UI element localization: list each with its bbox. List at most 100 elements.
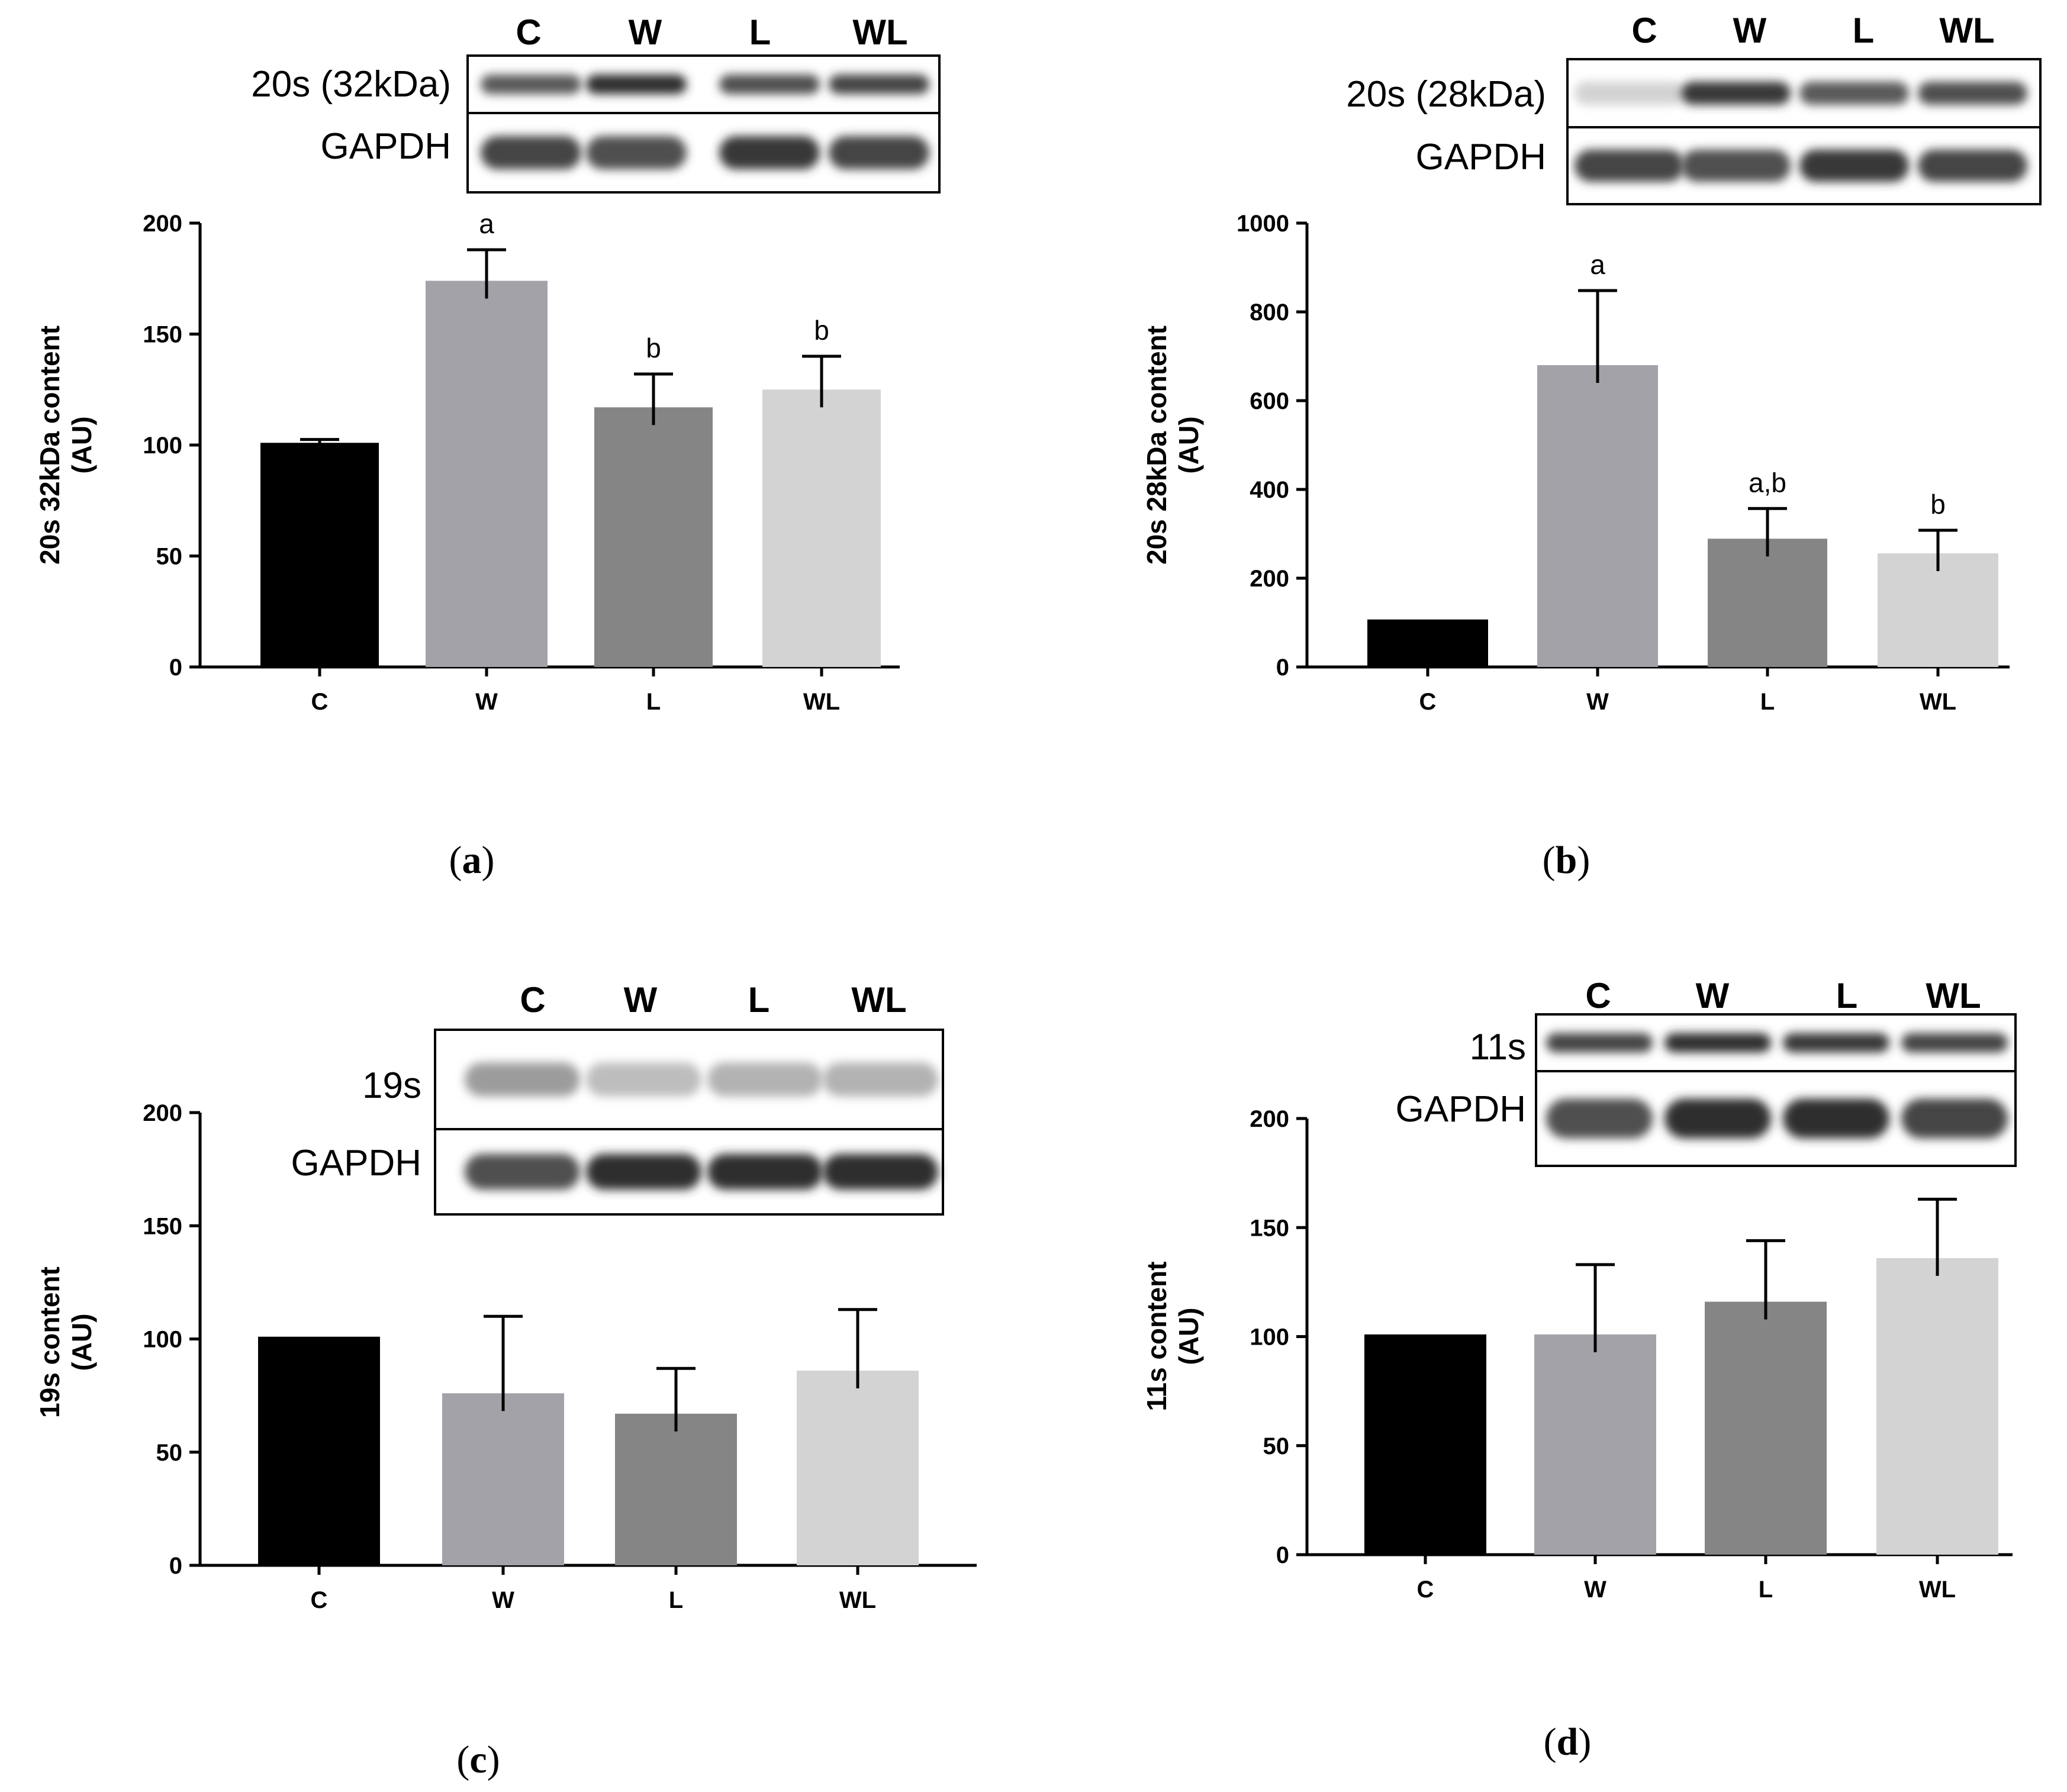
blot-band [1799,149,1909,182]
y-tick-label: 200 [143,1100,182,1126]
panel-label-close: ) [482,839,495,882]
bar-W [1534,1334,1656,1555]
panel-label: (a) [449,839,495,882]
x-tick-label: C [1417,1577,1434,1603]
x-tick-label: W [1584,1577,1606,1603]
panel-label: (d) [1544,1720,1592,1764]
significance-label: a [1590,249,1605,280]
significance-label: b [646,333,661,363]
blot-lane-label: W [1733,11,1767,50]
bar-L [615,1413,737,1565]
blot-row-label: 11s [1470,1027,1526,1068]
panel-label-open: ( [456,1738,469,1781]
blot-frame-bottom [434,1128,944,1216]
y-tick-label: 100 [143,1327,182,1353]
x-tick-label: W [1586,689,1609,715]
blot-band [586,75,687,94]
blot-background [1567,59,2040,204]
x-tick-label: WL [839,1587,876,1613]
y-tick-label: 200 [1250,1106,1289,1132]
blot-lane-label: WL [852,12,907,52]
y-tick-label: 50 [1263,1433,1290,1459]
panel-label-letter: b [1556,839,1577,882]
y-tick-label: 800 [1250,299,1289,325]
y-axis-title: 11s content(AU) [1141,1261,1204,1411]
y-axis-title: 20s 28kDa content(AU) [1141,325,1204,565]
x-tick-label: L [646,689,661,715]
x-tick-label: WL [803,689,840,715]
blot-lane-label: WL [851,980,906,1020]
y-axis-title: 19s content(AU) [34,1266,97,1418]
blot-lane-label: C [1585,976,1611,1016]
y-axis-title-line: 11s content [1141,1261,1172,1411]
blot-band [465,1062,580,1097]
bar-WL [1876,1258,1998,1555]
blot-band [1783,1098,1889,1139]
significance-label: a [479,208,494,239]
bar-WL [797,1371,919,1565]
y-tick-label: 400 [1250,477,1289,503]
bar-WL [1878,553,1998,667]
x-tick-label: C [1419,689,1437,715]
significance-label: b [1930,489,1946,520]
panel-label-open: ( [1543,839,1556,882]
blot-band [1783,1033,1889,1053]
x-tick-label: L [669,1587,683,1613]
blot-lane-label: L [748,980,770,1020]
significance-label: b [814,315,829,346]
blot-band [707,1153,823,1190]
bar-C [258,1336,380,1565]
blot-band [586,1153,701,1190]
blot-band [823,1153,938,1190]
bar-L [1705,1301,1827,1555]
x-tick-label: L [1760,689,1775,715]
x-tick-label: C [311,1587,328,1613]
y-axis-title-line: (AU) [1173,1307,1204,1365]
y-tick-label: 100 [1250,1324,1289,1351]
bar-W [1537,365,1658,667]
blot-row-label: GAPDH [1416,137,1546,178]
blot-band [586,136,687,170]
x-tick-label: WL [1920,689,1956,715]
blot-band [1546,1033,1653,1053]
y-tick-label: 150 [143,1213,182,1239]
panel-label-letter: a [462,839,482,882]
bar-L [594,407,713,667]
y-tick-label: 600 [1250,388,1289,414]
blot-frame-bottom [1535,1070,2017,1167]
y-tick-label: 0 [1276,1542,1289,1568]
blot-band [1575,149,1684,182]
blot-row-label: 20s (28kDa) [1346,74,1546,115]
blot-band [823,1062,938,1097]
blot-band [1901,1098,2008,1139]
blot-row-label: GAPDH [1396,1089,1526,1130]
blot-lane-label: L [1853,11,1875,50]
blot-lane-label: C [1631,11,1657,50]
panel-label: (c) [456,1738,500,1781]
bar-C [1367,619,1488,667]
panel-label-open: ( [1544,1720,1557,1764]
blot-band [1918,149,2027,182]
blot-band [481,75,581,94]
blot-band [465,1153,580,1190]
y-tick-label: 50 [156,1440,183,1466]
blot-lane-label: C [516,12,541,52]
blot-band [1546,1098,1653,1139]
y-tick-label: 50 [156,544,183,570]
blot-band [481,136,581,170]
blot-band [1901,1033,2008,1053]
blot-frame-bottom [466,112,941,194]
panel-label-close: ) [1578,1720,1591,1764]
y-axis-title-line: (AU) [1173,416,1204,473]
blot-band [1664,1033,1771,1053]
blot-band [1918,81,2027,105]
y-tick-label: 0 [169,655,182,681]
y-tick-label: 1000 [1237,211,1289,237]
y-tick-label: 0 [1276,655,1289,681]
significance-label: a,b [1749,467,1786,498]
panel-label: (b) [1543,839,1591,882]
blot-lane-label: W [1696,976,1730,1016]
